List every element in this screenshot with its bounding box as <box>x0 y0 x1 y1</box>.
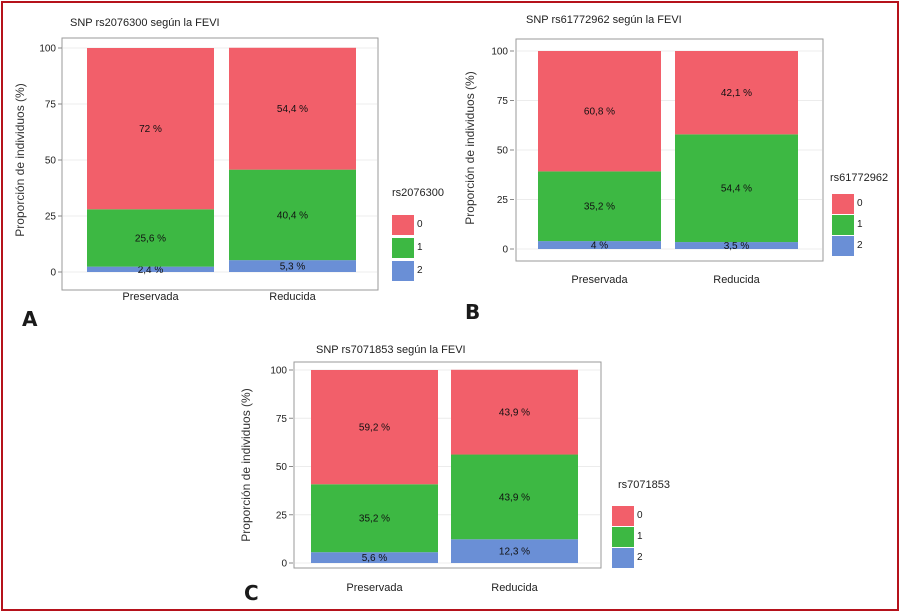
bar-segment-reducida-2 <box>229 260 356 272</box>
data-label: 59,2 % <box>359 423 390 434</box>
bar-segment-preservada-1 <box>311 484 438 553</box>
data-label: 3,5 % <box>724 241 750 252</box>
data-label: 42,1 % <box>721 88 752 99</box>
y-tick-label: 25 <box>45 212 57 223</box>
bar-segment-preservada-0 <box>87 48 214 210</box>
y-axis-label: Proporción de individuos (%) <box>239 388 253 541</box>
legend-swatch-0 <box>392 215 414 235</box>
legend-label: 1 <box>857 219 863 230</box>
legend-label: 0 <box>857 198 863 209</box>
y-axis-label: Proporción de individuos (%) <box>463 71 477 224</box>
chart-title: SNP rs61772962 según la FEVI <box>526 14 682 26</box>
y-tick-label: 75 <box>497 96 509 107</box>
data-label: 40,4 % <box>277 210 308 221</box>
data-label: 4 % <box>591 241 608 252</box>
legend-swatch-1 <box>612 527 634 547</box>
y-tick-label: 0 <box>50 268 56 279</box>
legend-swatch-0 <box>832 194 854 214</box>
y-tick-label: 50 <box>45 156 57 167</box>
legend-swatch-1 <box>392 238 414 258</box>
data-label: 2,4 % <box>138 265 164 276</box>
legend-label: 1 <box>637 531 643 542</box>
y-tick-label: 0 <box>281 559 287 570</box>
data-label: 54,4 % <box>721 184 752 195</box>
bar-segment-preservada-0 <box>311 370 438 485</box>
legend-label: 2 <box>417 265 423 276</box>
x-tick-label: Preservada <box>571 274 628 286</box>
bar-segment-reducida-0 <box>229 47 356 170</box>
bar-segment-preservada-1 <box>538 171 661 242</box>
y-tick-label: 25 <box>276 510 288 521</box>
legend-label: 0 <box>637 510 643 521</box>
chart-title: SNP rs7071853 según la FEVI <box>316 344 466 356</box>
y-tick-label: 100 <box>39 44 56 55</box>
data-label: 35,2 % <box>584 202 615 213</box>
data-label: 72 % <box>139 124 162 135</box>
legend-label: 1 <box>417 242 423 253</box>
legend-swatch-2 <box>392 261 414 281</box>
x-tick-label: Reducida <box>713 274 760 286</box>
bar-segment-reducida-0 <box>451 369 578 455</box>
data-label: 5,6 % <box>362 553 388 564</box>
y-tick-label: 0 <box>502 245 508 256</box>
bar-segment-preservada-1 <box>87 209 214 267</box>
bar-segment-preservada-2 <box>538 241 661 249</box>
y-tick-label: 100 <box>491 47 508 58</box>
legend-label: 2 <box>857 240 863 251</box>
y-axis-label: Proporción de individuos (%) <box>13 83 27 236</box>
data-label: 25,6 % <box>135 233 166 244</box>
bar-segment-preservada-2 <box>311 552 438 563</box>
data-label: 60,8 % <box>584 107 615 118</box>
x-tick-label: Preservada <box>346 582 403 594</box>
legend-label: 0 <box>417 219 423 230</box>
bar-segment-preservada-0 <box>538 51 661 172</box>
bar-segment-reducida-0 <box>675 51 798 135</box>
y-tick-label: 75 <box>276 414 288 425</box>
bar-segment-reducida-2 <box>451 539 578 563</box>
data-label: 43,9 % <box>499 408 530 419</box>
data-label: 43,9 % <box>499 492 530 503</box>
legend-swatch-0 <box>612 506 634 526</box>
data-label: 12,3 % <box>499 547 530 558</box>
legend-swatch-2 <box>612 548 634 568</box>
bar-segment-reducida-1 <box>675 134 798 243</box>
y-tick-label: 100 <box>270 366 287 377</box>
panel-letter-c: C <box>244 581 259 605</box>
bar-segment-reducida-2 <box>675 242 798 249</box>
bar-segment-reducida-1 <box>229 169 356 261</box>
data-label: 54,4 % <box>277 104 308 115</box>
x-tick-label: Preservada <box>122 291 179 303</box>
y-tick-label: 25 <box>497 195 509 206</box>
bar-segment-reducida-1 <box>451 454 578 540</box>
y-tick-label: 75 <box>45 100 57 111</box>
bar-segment-preservada-2 <box>87 266 214 272</box>
legend-title: rs61772962 <box>830 172 888 184</box>
x-tick-label: Reducida <box>491 582 538 594</box>
panel-letter-a: A <box>22 307 38 331</box>
chart-title: SNP rs2076300 según la FEVI <box>70 17 220 29</box>
legend-title: rs7071853 <box>618 479 670 491</box>
x-tick-label: Reducida <box>269 291 316 303</box>
legend-swatch-1 <box>832 215 854 235</box>
legend-title: rs2076300 <box>392 187 444 199</box>
y-tick-label: 50 <box>276 462 288 473</box>
legend-label: 2 <box>637 552 643 563</box>
panel-letter-b: B <box>465 300 480 324</box>
legend-swatch-2 <box>832 236 854 256</box>
data-label: 5,3 % <box>280 262 306 273</box>
data-label: 35,2 % <box>359 514 390 525</box>
y-tick-label: 50 <box>497 146 509 157</box>
